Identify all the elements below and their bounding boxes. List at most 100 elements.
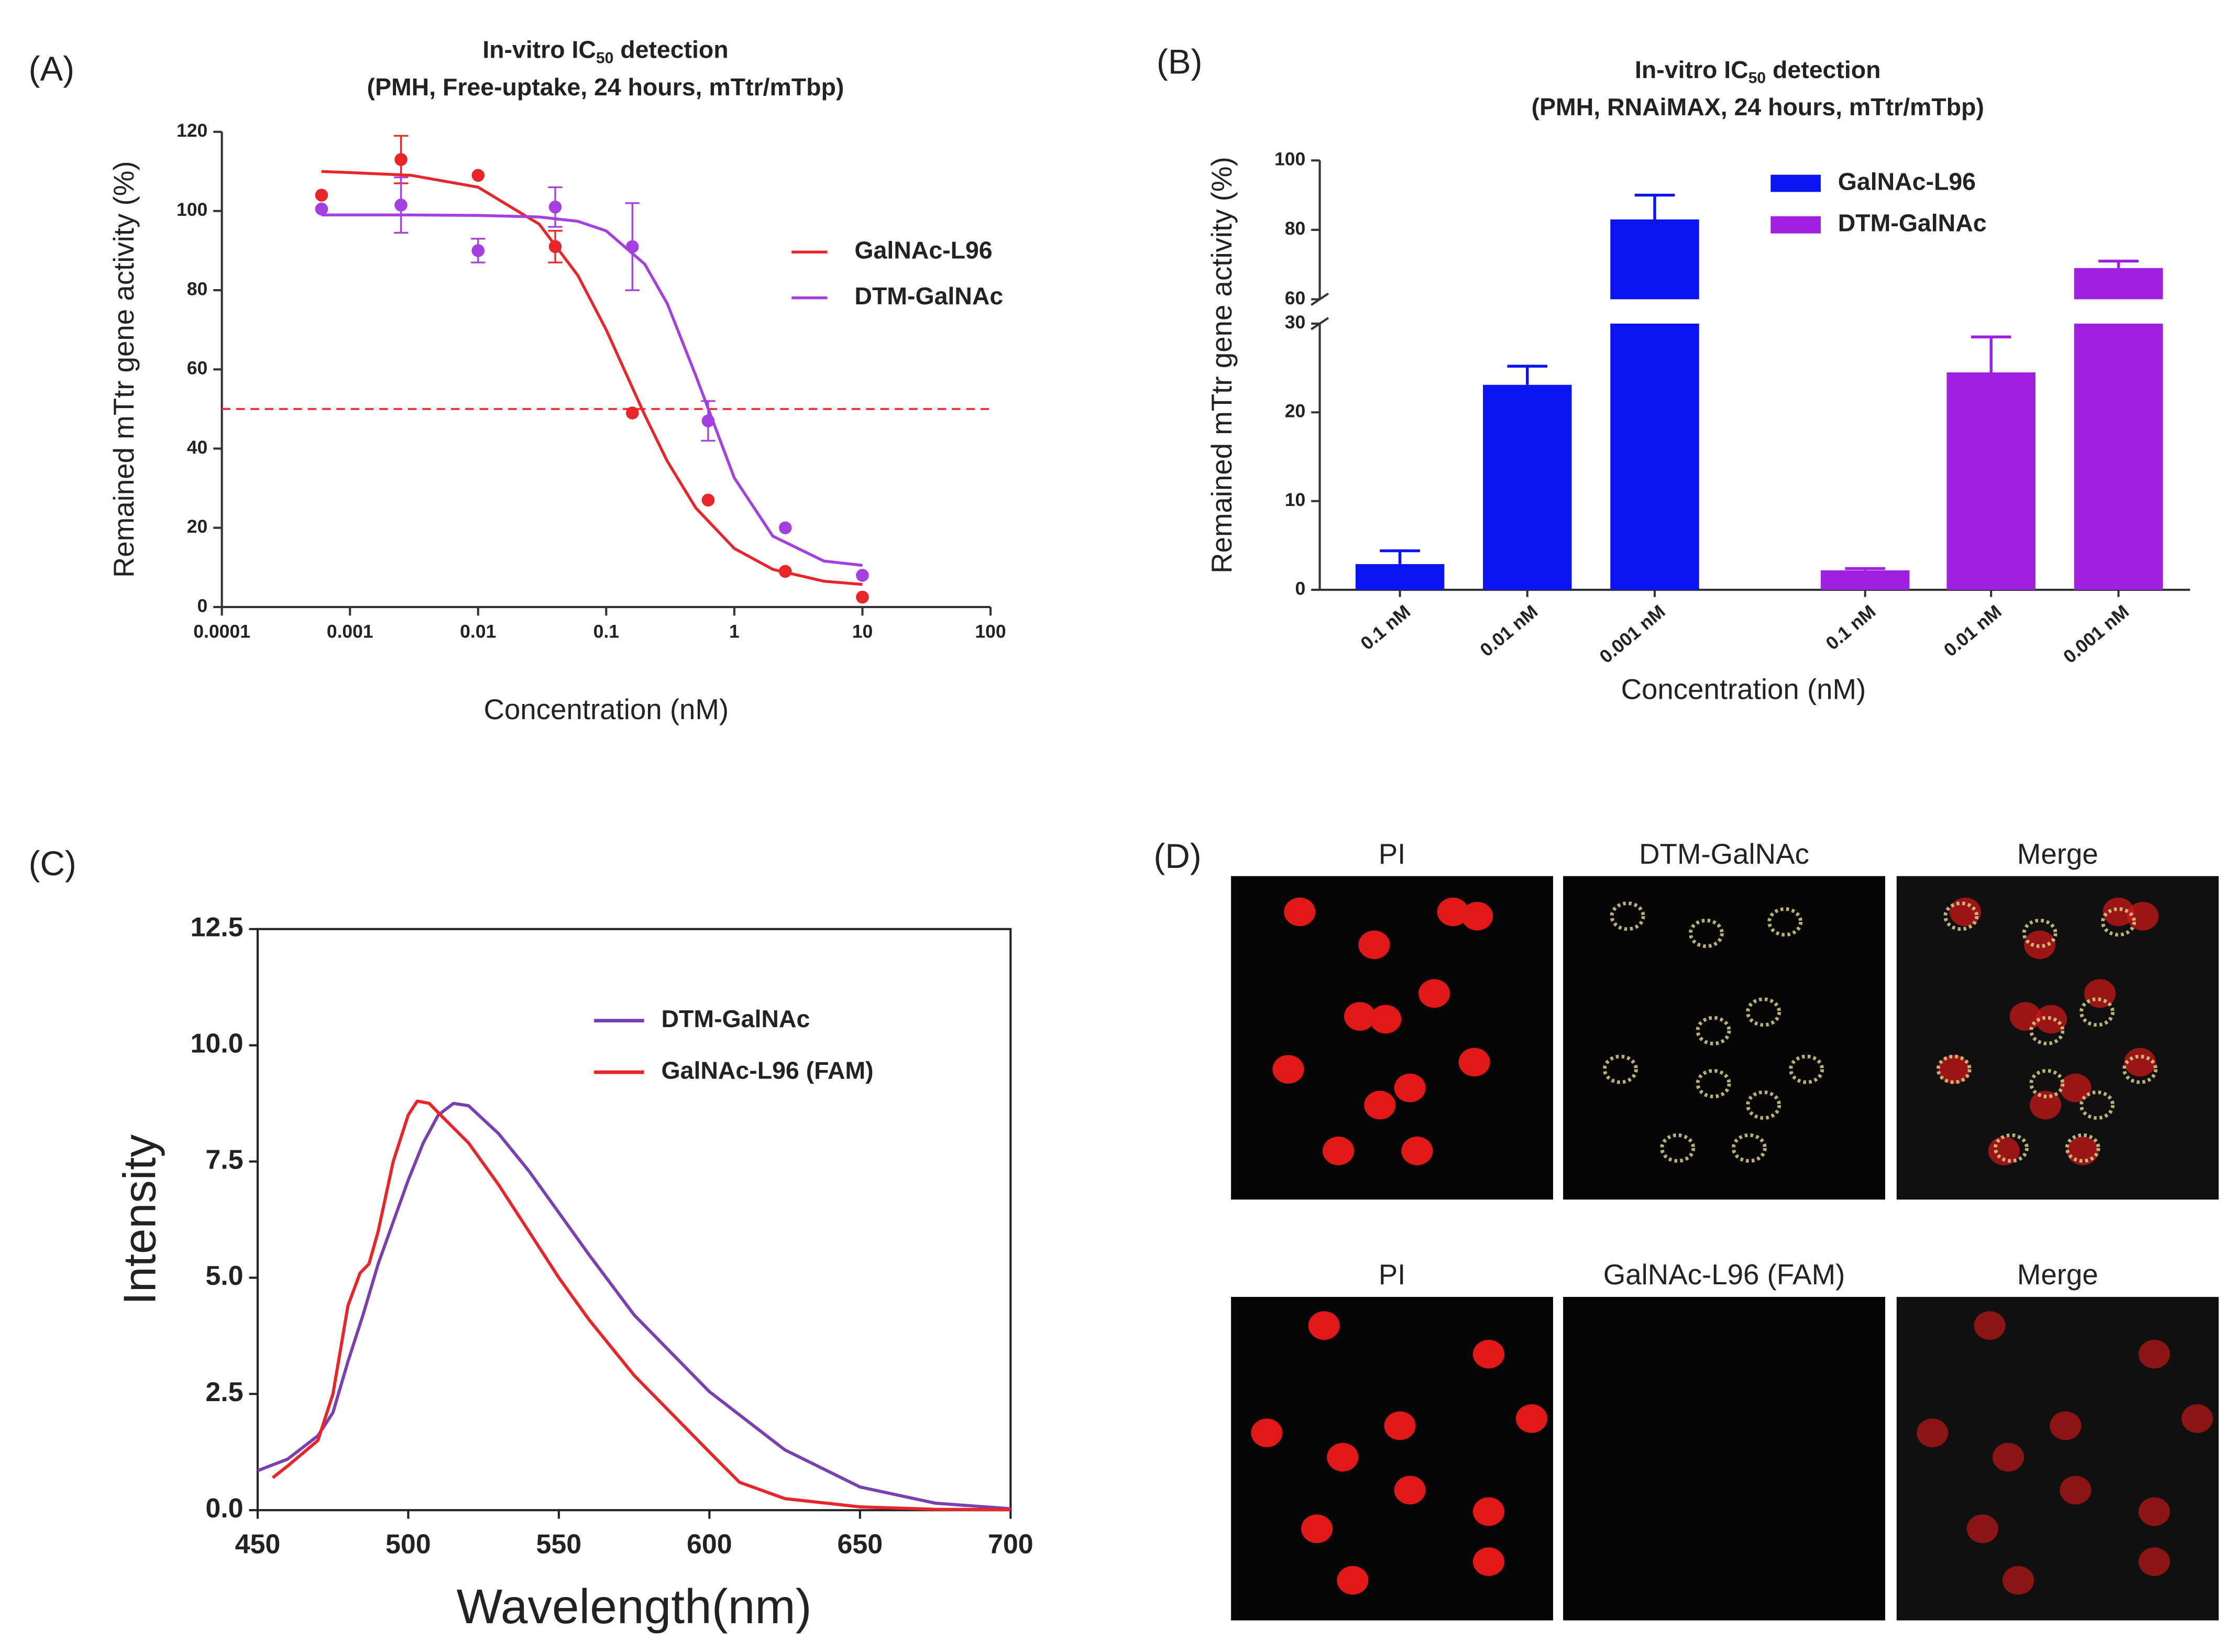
y-tick-label: 30 <box>1285 312 1306 333</box>
data-point <box>394 153 408 166</box>
x-tick-label: 0.01 nM <box>1476 601 1542 660</box>
image-label: PI <box>1379 1259 1406 1291</box>
y-axis-label: Remained mTtr gene activity (%) <box>1206 157 1238 574</box>
plot-frame <box>256 928 1012 1512</box>
uptake-signal <box>1731 1133 1767 1163</box>
x-axis-label: Concentration (nM) <box>1621 674 1866 706</box>
nucleus <box>1472 1547 1505 1576</box>
uptake-signal <box>2029 1016 2065 1045</box>
data-point <box>856 569 869 582</box>
y-tick-label: 100 <box>177 199 207 220</box>
uptake-signal <box>2079 997 2115 1027</box>
nucleus <box>1384 1411 1416 1440</box>
chart-title: In-vitro IC50 detection <box>482 36 728 67</box>
chart-subtitle: (PMH, RNAiMAX, 24 hours, mTtr/mTbp) <box>1532 93 1984 120</box>
nucleus <box>2035 1005 2067 1034</box>
nucleus <box>2181 1404 2213 1433</box>
line-series <box>271 1099 1011 1512</box>
y-tick-label: 100 <box>1274 149 1305 170</box>
legend-label: DTM-GalNAc <box>854 282 1003 310</box>
nucleus <box>2050 1411 2082 1440</box>
uptake-signal <box>1688 918 1724 948</box>
bar <box>1483 384 1572 590</box>
bar <box>1946 372 2036 590</box>
nucleus <box>1472 1497 1505 1526</box>
data-point <box>701 493 715 507</box>
micrograph <box>1563 876 1885 1200</box>
nucleus <box>1394 1073 1426 1103</box>
uptake-signal <box>1696 1016 1731 1045</box>
y-tick-label: 80 <box>187 278 208 299</box>
nucleus <box>2103 897 2135 927</box>
chart-subtitle: (PMH, Free-uptake, 24 hours, mTtr/mTbp) <box>367 73 844 101</box>
uptake-signal <box>1789 1054 1824 1084</box>
y-tick-label: 0.0 <box>205 1493 243 1524</box>
x-tick-label: 600 <box>687 1529 732 1559</box>
uptake-signal <box>1936 1054 1972 1084</box>
y-tick-label: 5.0 <box>205 1261 243 1291</box>
y-tick-label: 40 <box>187 437 208 458</box>
uptake-signal <box>2079 1090 2115 1120</box>
micrograph <box>1231 1297 1553 1621</box>
uptake-signal <box>2100 907 2136 937</box>
title-text: In-vitro IC <box>1635 56 1748 83</box>
y-tick-label: 20 <box>1285 401 1306 422</box>
fit-curve <box>321 213 863 567</box>
legend-label: GalNAc-L96 <box>854 236 992 263</box>
nucleus <box>1974 1311 2006 1340</box>
x-tick-label: 450 <box>235 1529 281 1559</box>
nucleus <box>2024 930 2056 960</box>
micrograph <box>1896 1297 2219 1621</box>
image-label: PI <box>1379 838 1406 870</box>
bar <box>2074 323 2163 590</box>
chart-title: In-vitro IC50 detection <box>1635 56 1880 86</box>
x-axis-label: Wavelength(nm) <box>457 1579 812 1634</box>
nucleus <box>2138 1497 2170 1526</box>
bar <box>1610 219 1699 300</box>
uptake-signal <box>1660 1133 1696 1163</box>
nucleus <box>1272 1055 1304 1084</box>
uptake-signal <box>1610 901 1645 931</box>
image-label: DTM-GalNAc <box>1639 838 1809 870</box>
y-tick-label: 80 <box>1285 218 1306 239</box>
uptake-signal <box>1746 1090 1781 1120</box>
micrograph <box>1896 876 2219 1200</box>
y-tick-label: 7.5 <box>205 1144 243 1175</box>
line-series <box>257 1102 1011 1511</box>
nucleus <box>1461 901 1493 931</box>
title-subscript: 50 <box>596 49 613 67</box>
x-tick-label: 700 <box>988 1529 1033 1559</box>
data-point <box>778 521 792 534</box>
nucleus <box>1394 1475 1426 1505</box>
nucleus <box>1917 1418 1949 1447</box>
uptake-signal <box>2065 1133 2100 1163</box>
data-point <box>701 414 715 427</box>
data-point <box>548 240 562 254</box>
title-text: detection <box>1766 56 1880 83</box>
data-point <box>778 565 792 578</box>
uptake-signal <box>1602 1054 1638 1084</box>
panel-label: (A) <box>29 50 74 88</box>
nucleus <box>1358 930 1390 960</box>
nucleus <box>1437 897 1469 927</box>
image-label: Merge <box>2017 838 2098 870</box>
nucleus <box>2124 1048 2156 1077</box>
nucleus <box>1992 1442 2025 1472</box>
y-tick-label: 20 <box>187 516 208 537</box>
image-label: GalNAc-L96 (FAM) <box>1603 1259 1845 1291</box>
data-point <box>471 244 485 257</box>
y-tick-label: 60 <box>187 358 208 379</box>
data-point <box>625 406 639 420</box>
title-text: detection <box>613 36 728 63</box>
nucleus <box>1344 1002 1376 1031</box>
nucleus <box>1949 897 1982 927</box>
nucleus <box>1515 1404 1548 1433</box>
y-axis-label: Intensity <box>114 1134 165 1305</box>
uptake-signal <box>1767 907 1803 937</box>
data-point <box>548 200 562 214</box>
x-tick-label: 650 <box>837 1529 883 1559</box>
bar <box>2074 268 2163 300</box>
title-text: In-vitro IC <box>482 36 596 63</box>
nucleus <box>1308 1311 1340 1340</box>
uptake-signal <box>2122 1054 2158 1084</box>
